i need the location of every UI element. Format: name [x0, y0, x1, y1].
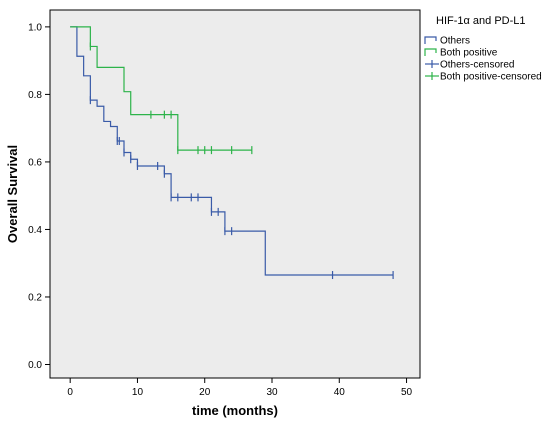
plot-area — [49, 9, 421, 379]
legend-label-others: Others — [440, 36, 470, 47]
y-tick-label: 0.8 — [28, 90, 42, 101]
legend-swatch-both-positive — [424, 48, 437, 56]
x-tick-label: 40 — [334, 387, 346, 398]
series-layer — [70, 26, 394, 280]
legend-label-both-positive: Both positive — [440, 48, 498, 59]
legend-label-others-censored: Others-censored — [440, 60, 514, 71]
x-tick-label: 20 — [199, 387, 211, 398]
legend-label-both-positive-censored: Both positive-censored — [440, 72, 542, 83]
y-tick-label: 0.4 — [28, 225, 42, 236]
x-tick-label: 0 — [67, 387, 73, 398]
x-tick-label: 30 — [266, 387, 278, 398]
legend-title: HIF-1α and PD-L1 — [436, 15, 526, 27]
x-tick-label: 10 — [132, 387, 144, 398]
x-axis-title: time (months) — [192, 403, 278, 418]
y-tick-label: 0.2 — [28, 292, 42, 303]
axes: 0 10 20 30 40 50 0.0 0.2 0.4 0.6 0.8 1.0 — [28, 22, 412, 398]
y-tick-label: 0.0 — [28, 360, 42, 371]
y-tick-label: 1.0 — [28, 22, 42, 33]
y-axis-title: Overall Survival — [5, 145, 20, 243]
legend-swatch-others — [424, 36, 437, 44]
y-tick-label: 0.6 — [28, 157, 42, 168]
x-tick-label: 50 — [401, 387, 413, 398]
